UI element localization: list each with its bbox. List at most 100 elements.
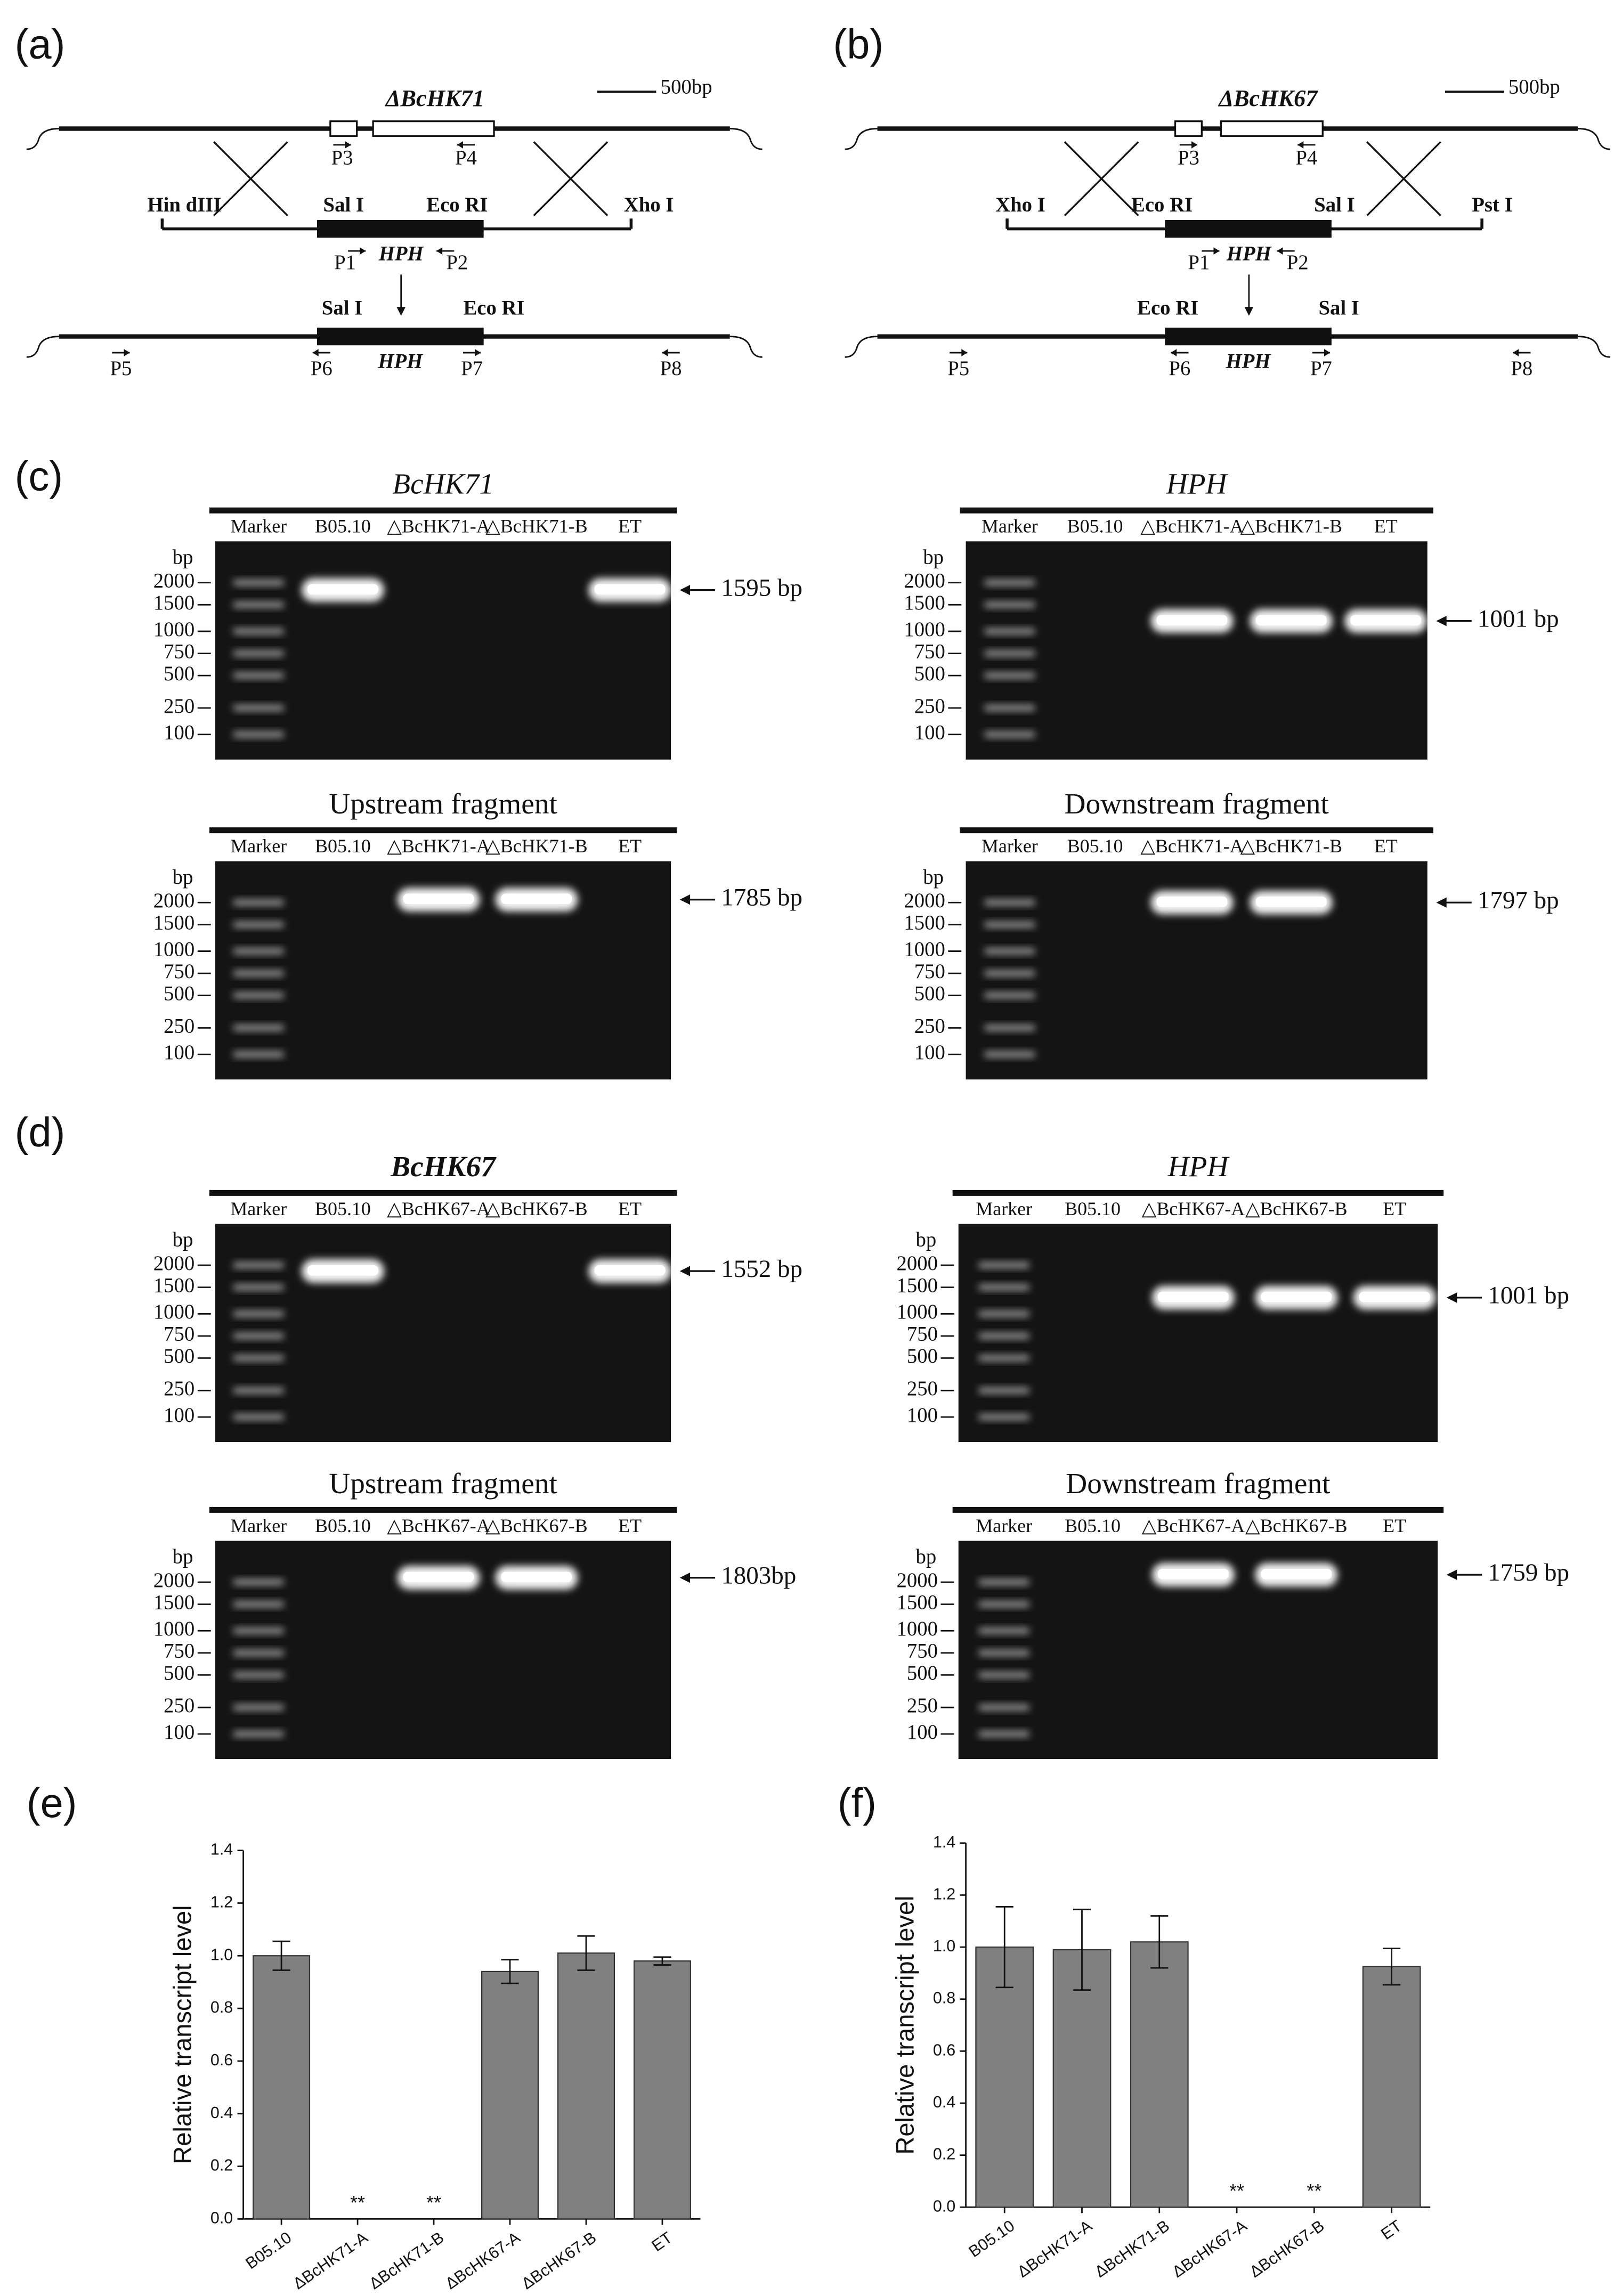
dna-band-core [307,584,378,595]
site-label: Eco RI [426,193,488,216]
arrow-head [679,584,691,596]
crossover [1064,141,1139,216]
x-tick-label: B05.10 [242,2228,295,2273]
ladder-band [979,1601,1029,1608]
lane-label: △BcHK71-B [485,516,588,537]
ladder-band [233,672,284,679]
ladder-label: 1000 [153,1300,194,1323]
ladder-label: 100 [164,1721,194,1744]
band-size: 1785 bp [721,884,802,911]
hph-box [1165,220,1332,238]
ladder-band [984,922,1035,928]
arrow-head [1324,349,1331,356]
primer: P1 [1188,251,1210,274]
band-size: 1803bp [721,1561,796,1589]
ladder-band [979,1333,1029,1339]
arrow-head [1446,1292,1457,1303]
ladder-band [233,1310,284,1317]
lane-label: B05.10 [1067,516,1123,537]
y-tick-label: 0.0 [933,2197,955,2215]
arrow-head [679,1266,691,1276]
ladder-band [979,1650,1029,1656]
ladder-label: 750 [914,640,945,663]
primer: P4 [455,146,477,169]
y-tick-label: 0.2 [210,2156,233,2175]
bar [557,1952,615,2220]
ladder-band [984,948,1035,955]
ladder-band [984,1024,1035,1031]
dna-band-core [1158,1291,1229,1302]
y-tick-label: 0.0 [210,2209,233,2227]
lane-label: B05.10 [315,1515,371,1536]
primer: P8 [660,357,682,380]
arrow-head [1446,1569,1457,1580]
ladder-band [979,1579,1029,1585]
band-size: 1595 bp [721,574,802,601]
lane-label: ET [1383,1515,1406,1536]
bar [1052,1949,1112,2208]
ladder-band [233,899,284,906]
error-bar [1150,1915,1169,1969]
primer: P7 [461,357,483,380]
primer: P1 [334,251,356,274]
ladder-label: 100 [914,721,945,744]
lane-label: Marker [230,516,287,537]
ladder-label: 1000 [153,618,194,641]
ladder-band [979,1310,1029,1317]
lane-label: Marker [976,1515,1032,1536]
ladder-label: 250 [907,1377,938,1400]
y-tick-label: 1.2 [210,1893,233,1911]
dna-band-core [1261,1291,1332,1302]
primer: P2 [446,251,468,274]
primer: P4 [1295,146,1317,169]
ladder-band [979,1704,1029,1711]
ladder-band [233,992,284,999]
band-size: 1001 bp [1488,1282,1569,1309]
ladder-band [984,899,1035,906]
error-bar [653,1956,671,1966]
ladder-label: 1000 [897,1300,938,1323]
ladder-band [233,1284,284,1291]
lane-label: ET [618,1198,642,1219]
ladder-label: 1000 [904,618,945,641]
error-bar [1073,1908,1091,1991]
ladder-band [979,1355,1029,1361]
ladder-band [979,1262,1029,1268]
arrow-head [1436,616,1447,626]
panel-label: (f) [838,1780,877,1826]
panel-label: (d) [15,1110,66,1155]
y-tick-label: 0.2 [933,2145,955,2163]
ladder-label: 500 [164,662,194,685]
lane-label: B05.10 [315,1198,371,1219]
arrow-head [1297,141,1304,149]
arrow-head [124,349,130,356]
gene-box [372,120,495,137]
ladder-unit: bp [173,545,193,568]
ladder-band [233,1024,284,1031]
ladder-label: 750 [907,1640,938,1663]
ladder-band [233,1387,284,1394]
lane-label: B05.10 [315,516,371,537]
ladder-band [233,1731,284,1737]
chromosome-end [845,128,878,150]
ladder-unit: bp [915,1545,936,1568]
ladder-band [979,1672,1029,1678]
panel-label: (e) [27,1780,77,1826]
ladder-label: 2000 [153,569,194,592]
ladder-unit: bp [923,866,944,889]
primer: P6 [1169,357,1190,380]
ladder-label: 2000 [153,1569,194,1592]
site-label: Eco RI [1137,297,1198,320]
dna-band-core [1255,897,1327,907]
ladder-label: 500 [907,1345,938,1367]
ladder-label: 500 [164,982,194,1005]
ladder-label: 750 [164,1640,194,1663]
chromosome-end [26,128,59,150]
ladder-band [979,1627,1029,1634]
y-tick-label: 1.0 [933,1937,955,1955]
y-axis-label: Relative transcript level [168,1905,196,2164]
ladder-label: 1500 [904,911,945,934]
chromosome-end [1577,128,1610,150]
